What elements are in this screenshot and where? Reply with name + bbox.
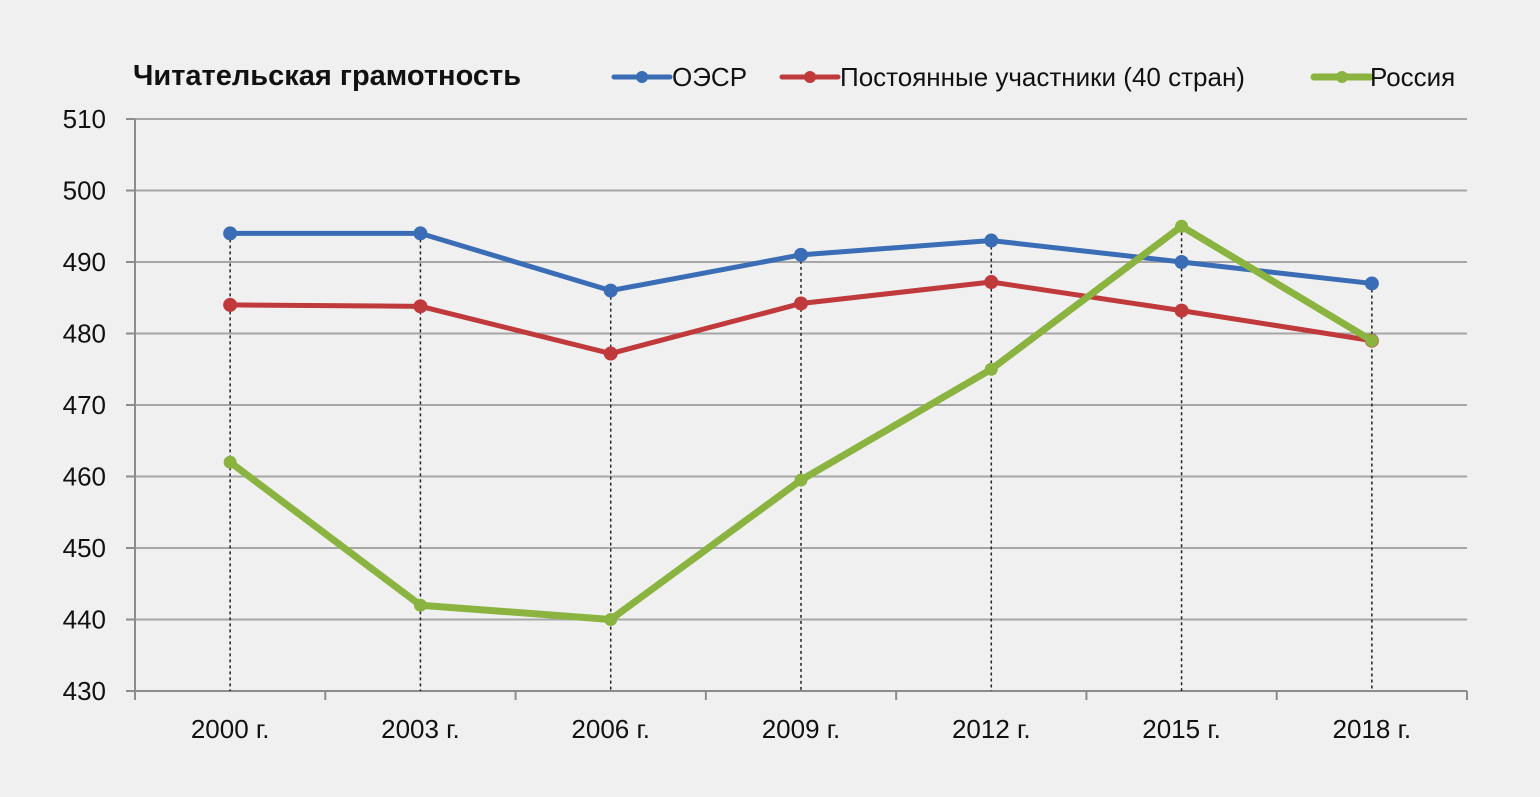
legend-label: ОЭСР — [672, 62, 747, 92]
data-point — [1174, 255, 1189, 269]
x-tick-label: 2012 г. — [952, 714, 1031, 744]
data-point — [413, 299, 428, 314]
legend: ОЭСР Постоянные участники (40 стран) Росси… — [611, 62, 1455, 92]
y-tick-label: 480 — [63, 319, 106, 349]
data-point — [603, 346, 618, 361]
x-tick-label: 2015 г. — [1142, 714, 1221, 744]
x-tick-label: 2009 г. — [762, 714, 841, 744]
data-point — [223, 297, 238, 312]
chart-title: Читательская грамотность — [133, 60, 521, 92]
series-2 — [223, 275, 1379, 361]
data-point — [413, 226, 428, 241]
data-point — [1365, 334, 1379, 348]
series-1 — [223, 226, 1379, 298]
data-point — [1174, 303, 1189, 318]
legend-label: Россия — [1370, 62, 1455, 92]
x-tick-label: 2000 г. — [191, 714, 270, 744]
data-point — [984, 362, 998, 376]
legend-item-3: Россия — [1310, 62, 1455, 92]
data-point — [413, 598, 427, 612]
data-point — [794, 247, 808, 262]
legend-label: Постоянные участники (40 стран) — [840, 62, 1245, 92]
y-tick-label: 470 — [63, 390, 106, 420]
legend-item-1: ОЭСР — [611, 62, 747, 92]
drop-lines — [229, 226, 1373, 691]
legend-marker — [804, 71, 816, 83]
y-tick-label: 430 — [63, 676, 106, 706]
data-point — [794, 473, 808, 487]
tick-labels: 430 440 450 460 470 480 490 500 510 2000 г. 2003 г… — [63, 104, 1412, 744]
x-tick-label: 2006 г. — [571, 714, 650, 744]
series-3 — [223, 219, 1379, 626]
y-tick-label: 500 — [63, 176, 106, 206]
x-tick-label: 2018 г. — [1333, 714, 1412, 744]
data-point — [604, 613, 618, 626]
data-point — [1364, 276, 1379, 291]
y-tick-label: 490 — [63, 247, 106, 277]
data-point — [223, 455, 237, 469]
legend-marker — [636, 71, 648, 83]
data-point — [223, 226, 238, 241]
data-point — [794, 296, 808, 311]
series-layer — [223, 219, 1379, 626]
data-point — [984, 275, 999, 290]
data-point — [603, 283, 618, 298]
axis-layer — [126, 118, 1468, 700]
x-tick-label: 2003 г. — [381, 714, 460, 744]
y-tick-label: 460 — [63, 462, 106, 492]
legend-marker — [1336, 71, 1348, 83]
y-tick-label: 440 — [63, 605, 106, 635]
y-tick-label: 450 — [63, 533, 106, 563]
data-point — [984, 233, 999, 248]
legend-item-2: Постоянные участники (40 стран) — [779, 62, 1245, 92]
y-tick-label: 510 — [63, 104, 106, 134]
data-point — [1175, 219, 1189, 233]
